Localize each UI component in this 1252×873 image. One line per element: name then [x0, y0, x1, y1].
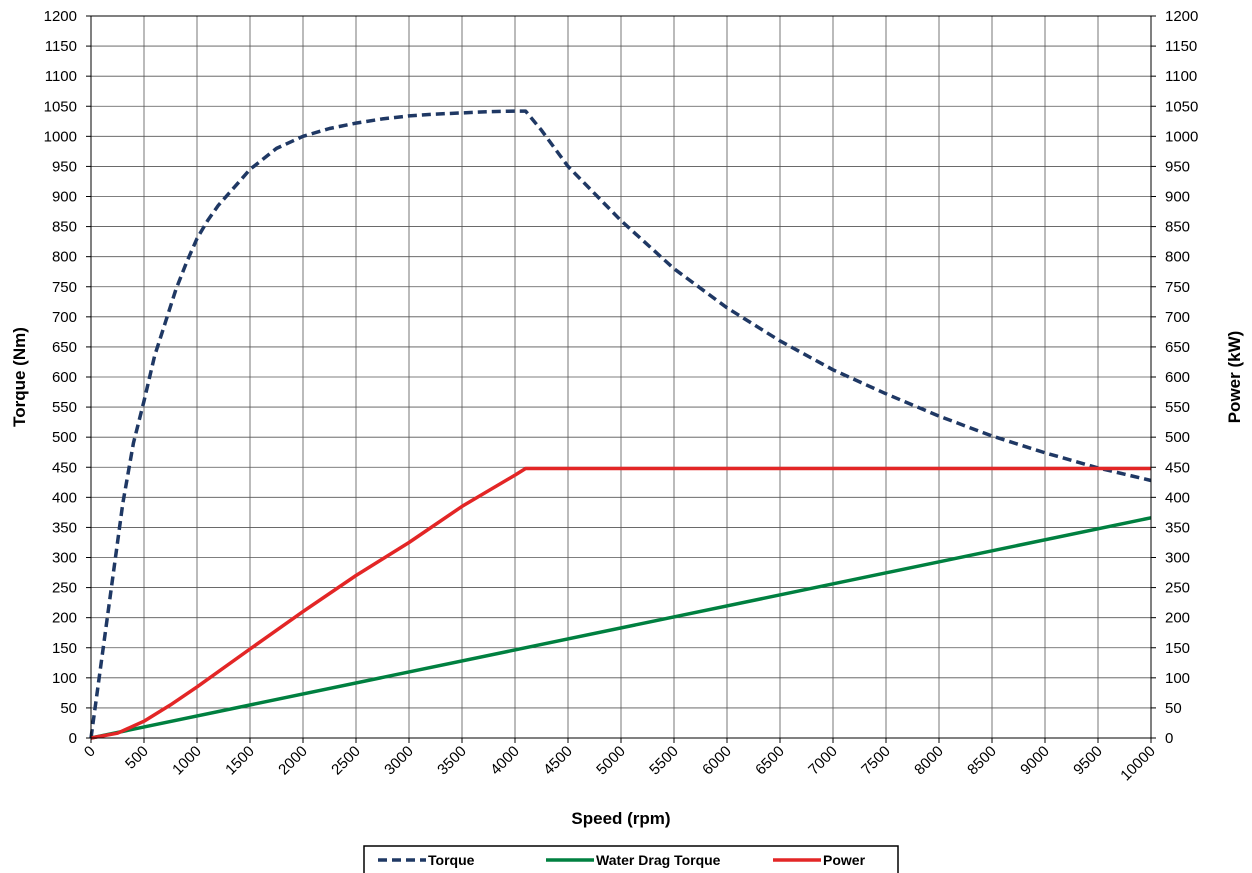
- y-right-tick-label: 50: [1165, 700, 1182, 717]
- y-right-tick-label: 550: [1165, 399, 1190, 416]
- y-right-tick-label: 1050: [1165, 98, 1198, 115]
- y-left-tick-label: 50: [60, 700, 77, 717]
- y-axis-left-title: Torque (Nm): [10, 327, 29, 427]
- y-axis-right-ticks: 0 50 100 150 200 250 300 350 400 450 500 550 600 650 7…: [1151, 8, 1198, 747]
- series-line-torque: [89, 109, 1152, 739]
- x-tick-label: 9500: [1070, 743, 1106, 779]
- y-left-tick-label: 1000: [44, 128, 77, 145]
- legend-label-power: Power: [823, 852, 866, 868]
- x-tick-label: 7000: [805, 743, 841, 779]
- y-right-tick-label: 1000: [1165, 128, 1198, 145]
- y-right-tick-label: 1100: [1165, 68, 1197, 85]
- y-right-tick-label: 700: [1165, 309, 1190, 326]
- y-left-tick-label: 450: [52, 459, 77, 476]
- y-right-tick-label: 600: [1165, 369, 1190, 386]
- x-tick-label: 4500: [540, 743, 576, 779]
- x-tick-label: 8500: [964, 743, 1000, 779]
- y-left-tick-label: 550: [52, 399, 77, 416]
- y-left-tick-label: 100: [52, 670, 77, 687]
- x-tick-label: 1000: [169, 743, 205, 779]
- y-right-tick-label: 0: [1165, 730, 1173, 747]
- y-left-tick-label: 850: [52, 219, 77, 236]
- x-tick-label: 9000: [1017, 743, 1053, 779]
- x-tick-label: 2500: [328, 743, 364, 779]
- y-right-tick-label: 250: [1165, 580, 1190, 597]
- y-left-tick-label: 750: [52, 279, 77, 296]
- y-left-tick-label: 950: [52, 158, 77, 175]
- legend-label-torque: Torque: [428, 852, 475, 868]
- y-left-tick-label: 200: [52, 610, 77, 627]
- x-axis-ticks: 0 500 1000 1500 2000 2500 3000 3500 4000 4500 5000…: [81, 738, 1159, 784]
- x-tick-label: 7500: [858, 743, 894, 779]
- y-left-tick-label: 650: [52, 339, 77, 356]
- y-axis-right-title: Power (kW): [1225, 331, 1244, 424]
- y-right-tick-label: 150: [1165, 640, 1190, 657]
- x-tick-label: 5500: [646, 743, 682, 779]
- gridlines: [90, 15, 1152, 739]
- y-left-tick-label: 1050: [44, 98, 77, 115]
- y-right-tick-label: 900: [1165, 189, 1190, 206]
- y-left-tick-label: 300: [52, 550, 77, 567]
- x-tick-label: 10000: [1117, 743, 1159, 785]
- y-axis-left-ticks: 0 50 100 150 200 250 300 350 400 450 500 550 600 650 7…: [44, 8, 91, 747]
- y-left-tick-label: 800: [52, 249, 77, 266]
- y-left-tick-label: 1150: [45, 38, 77, 55]
- x-tick-label: 1500: [222, 743, 258, 779]
- y-right-tick-label: 400: [1165, 489, 1190, 506]
- y-right-tick-label: 850: [1165, 219, 1190, 236]
- y-left-tick-label: 1200: [44, 8, 77, 25]
- series-line-water-drag-torque: [90, 516, 1152, 740]
- y-left-tick-label: 250: [52, 580, 77, 597]
- y-right-tick-label: 950: [1165, 158, 1190, 175]
- y-left-tick-label: 400: [52, 489, 77, 506]
- y-right-tick-label: 1200: [1165, 8, 1198, 25]
- x-tick-label: 0: [81, 743, 99, 761]
- x-tick-label: 3500: [434, 743, 470, 779]
- x-tick-label: 3000: [381, 743, 417, 779]
- y-right-tick-label: 300: [1165, 550, 1190, 567]
- y-right-tick-label: 750: [1165, 279, 1190, 296]
- series-lines: [89, 109, 1152, 740]
- y-left-tick-label: 150: [52, 640, 77, 657]
- y-right-tick-label: 650: [1165, 339, 1190, 356]
- x-tick-label: 5000: [593, 743, 629, 779]
- x-tick-label: 6500: [752, 743, 788, 779]
- y-left-tick-label: 0: [69, 730, 77, 747]
- y-right-tick-label: 100: [1165, 670, 1190, 687]
- y-left-tick-label: 900: [52, 189, 77, 206]
- y-right-tick-label: 500: [1165, 429, 1190, 446]
- x-axis-title: Speed (rpm): [571, 809, 670, 828]
- legend: Torque Water Drag Torque Power: [363, 845, 899, 873]
- y-left-tick-label: 1100: [45, 68, 77, 85]
- x-tick-label: 6000: [699, 743, 735, 779]
- y-left-tick-label: 700: [52, 309, 77, 326]
- y-right-tick-label: 450: [1165, 459, 1190, 476]
- y-left-tick-label: 500: [52, 429, 77, 446]
- legend-frame: [363, 845, 899, 873]
- legend-label-water-drag-torque: Water Drag Torque: [596, 852, 721, 868]
- y-left-tick-label: 600: [52, 369, 77, 386]
- x-tick-label: 8000: [911, 743, 947, 779]
- y-right-tick-label: 800: [1165, 249, 1190, 266]
- x-tick-label: 4000: [487, 743, 523, 779]
- x-tick-label: 500: [122, 743, 152, 773]
- series-line-power: [90, 466, 1151, 740]
- y-left-tick-label: 350: [52, 519, 77, 536]
- y-right-tick-label: 350: [1165, 519, 1190, 536]
- y-right-tick-label: 200: [1165, 610, 1190, 627]
- x-tick-label: 2000: [275, 743, 311, 779]
- y-right-tick-label: 1150: [1165, 38, 1197, 55]
